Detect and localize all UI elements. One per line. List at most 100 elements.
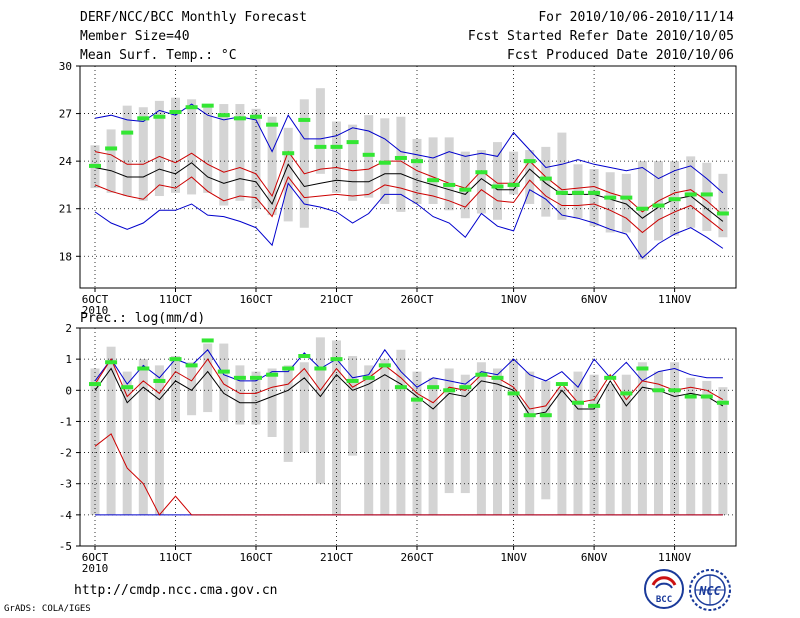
p1-xtick-label-6: 6NOV xyxy=(581,293,608,306)
p1-median-day-33 xyxy=(604,195,617,200)
p2-box-day-19 xyxy=(380,359,390,515)
p1-median-day-19 xyxy=(378,160,391,165)
p2-median-day-28 xyxy=(523,413,536,418)
p1-median-day-11 xyxy=(250,114,262,119)
p1-xtick-label-1: 11OCT xyxy=(159,293,192,306)
p2-box-day-1 xyxy=(90,368,100,515)
p2-box-day-10 xyxy=(235,365,245,425)
p2-xtick-label-7: 11NOV xyxy=(658,551,691,564)
p2-median-day-25 xyxy=(475,372,488,377)
p2-median-day-33 xyxy=(604,375,617,380)
p1-box-day-39 xyxy=(702,162,712,231)
p1-xtick-label-2: 16OCT xyxy=(239,293,272,306)
p2-median-day-29 xyxy=(539,413,552,418)
p1-box-day-22 xyxy=(428,137,438,204)
p1-median-day-38 xyxy=(684,192,697,197)
p1-median-day-13 xyxy=(282,151,295,156)
p1-box-day-24 xyxy=(460,151,470,219)
p1-box-day-16 xyxy=(332,121,341,193)
p2-box-day-38 xyxy=(686,377,696,515)
p1-box-day-6 xyxy=(171,97,180,193)
p2-box-day-18 xyxy=(364,365,374,515)
p1-median-day-34 xyxy=(620,195,633,200)
figure-title: DERF/NCC/BCC Monthly Forecast xyxy=(80,10,307,25)
p2-box-day-26 xyxy=(493,368,502,515)
p2-median-day-24 xyxy=(459,385,472,390)
p2-box-day-22 xyxy=(428,377,438,515)
panel2-label: Prec.: log(mm/d) xyxy=(80,311,205,326)
p2-ytick-label-5: 0 xyxy=(65,384,72,397)
p2-median-day-37 xyxy=(668,388,681,393)
p2-box-day-25 xyxy=(476,362,486,515)
p2-box-day-28 xyxy=(525,371,535,515)
p2-median-day-35 xyxy=(636,366,649,371)
p1-median-day-39 xyxy=(700,192,713,197)
p1-ytick-label-4: 30 xyxy=(59,60,72,73)
p2-box-day-20 xyxy=(396,349,406,515)
p2-box-day-9 xyxy=(219,343,229,422)
p2-ytick-label-1: -4 xyxy=(59,509,73,522)
p2-box-day-40 xyxy=(718,387,728,515)
p1-median-day-3 xyxy=(121,130,134,135)
p1-median-day-28 xyxy=(523,159,536,164)
p1-median-day-23 xyxy=(443,182,456,187)
p2-box-day-29 xyxy=(541,380,551,500)
p2-median-day-16 xyxy=(330,357,343,362)
produced-date: Fcst Produced Date 2010/10/06 xyxy=(507,48,734,63)
p1-box-day-2 xyxy=(106,129,116,193)
p1-box-day-13 xyxy=(283,127,293,222)
p2-box-day-35 xyxy=(637,362,647,515)
p1-xtick-label-3: 21OCT xyxy=(320,293,353,306)
p2-median-day-15 xyxy=(314,366,327,371)
p1-box-day-27 xyxy=(509,151,519,195)
p1-ytick-label-3: 27 xyxy=(59,108,72,121)
panel1-label: Mean Surf. Temp.: °C xyxy=(80,48,237,63)
p2-median-day-30 xyxy=(555,382,568,387)
p1-median-day-26 xyxy=(491,184,504,189)
p1-inner-low-line xyxy=(94,176,724,234)
p1-median-day-5 xyxy=(153,114,166,119)
p1-box-day-9 xyxy=(219,104,229,206)
p2-median-day-23 xyxy=(443,388,456,393)
p1-median-day-8 xyxy=(201,103,214,108)
p1-median-day-6 xyxy=(169,109,182,114)
p2-median-day-40 xyxy=(716,400,729,405)
p1-box-day-23 xyxy=(444,137,454,211)
p1-ytick-label-1: 21 xyxy=(59,203,72,216)
p2-median-day-22 xyxy=(427,385,440,390)
p1-median-day-32 xyxy=(588,190,601,195)
p1-median-day-21 xyxy=(411,159,423,164)
p1-box-day-15 xyxy=(315,88,325,174)
p1-median-day-16 xyxy=(330,144,343,149)
p1-box-day-28 xyxy=(525,150,535,204)
p2-plot-frame xyxy=(79,327,737,547)
p1-median-day-7 xyxy=(185,105,198,110)
p1-box-day-14 xyxy=(299,99,309,228)
p1-box-day-20 xyxy=(396,116,406,212)
p1-box-day-3 xyxy=(122,105,132,197)
temperature-chart: 18 21 24 27 30 6OCT 11OCT 16OCT 21OCT 26OCT 1NOV 6N… xyxy=(59,60,737,317)
p2-inner-high-line xyxy=(94,358,724,410)
p1-box-day-33 xyxy=(605,172,615,233)
p1-median-day-10 xyxy=(233,116,246,121)
p2-median-day-18 xyxy=(362,375,375,380)
p1-median-day-36 xyxy=(652,203,665,208)
grads-credit: GrADS: COLA/IGES xyxy=(4,604,91,614)
p1-xtick-label-7: 11NOV xyxy=(658,293,691,306)
p1-box-day-34 xyxy=(621,173,631,233)
p1-median-day-20 xyxy=(394,155,407,160)
member-size: Member Size=40 xyxy=(80,29,190,44)
p1-median-day-27 xyxy=(507,182,520,187)
p2-xtick-label-5: 1NOV xyxy=(500,551,527,564)
p1-xtick-label-5: 1NOV xyxy=(500,293,527,306)
p2-box-day-33 xyxy=(605,384,615,515)
bcc-logo-text: BCC xyxy=(656,595,672,605)
p2-ytick-label-7: 2 xyxy=(65,322,72,335)
p1-median-day-14 xyxy=(298,117,311,122)
p2-median-day-6 xyxy=(169,357,182,362)
source-url[interactable]: http://cmdp.ncc.cma.gov.cn xyxy=(74,583,278,598)
p1-median-day-25 xyxy=(475,170,488,175)
p2-median-day-36 xyxy=(652,388,665,393)
p2-xtick-label-4: 26OCT xyxy=(400,551,433,564)
p1-box-day-4 xyxy=(138,107,148,201)
